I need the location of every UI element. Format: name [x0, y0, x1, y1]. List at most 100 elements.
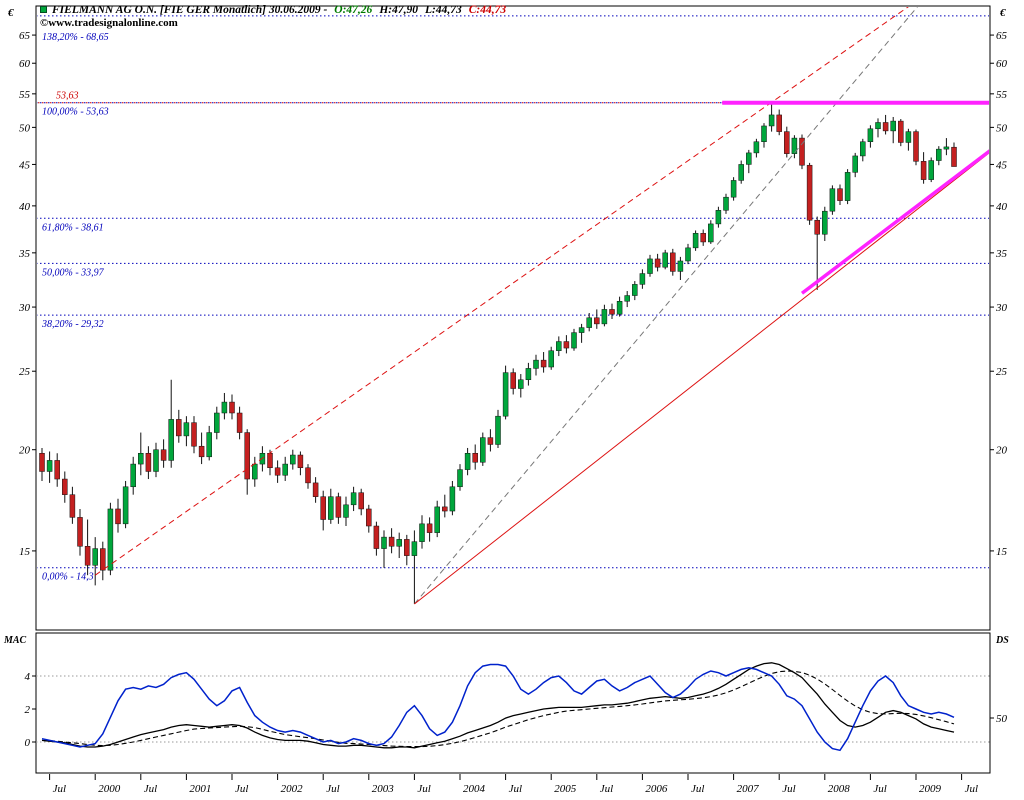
candlestick: [115, 498, 121, 533]
svg-text:2003: 2003: [372, 783, 395, 795]
svg-text:40: 40: [19, 201, 31, 213]
candlestick: [563, 335, 570, 354]
candlestick: [495, 409, 501, 448]
candlestick: [54, 453, 60, 487]
svg-text:2000: 2000: [98, 783, 121, 795]
candlestick: [358, 488, 364, 516]
candlestick: [274, 460, 281, 483]
svg-text:15: 15: [996, 546, 1008, 558]
candlestick: [191, 416, 197, 454]
candlestick: [799, 134, 805, 170]
candlestick: [502, 365, 509, 420]
candlestick: [776, 109, 782, 136]
svg-text:Jul: Jul: [509, 783, 522, 795]
dss-trigger-line: [41, 663, 955, 752]
candlestick: [350, 486, 357, 512]
candlestick: [396, 532, 402, 559]
candlestick: [571, 328, 577, 351]
svg-text:35: 35: [995, 248, 1008, 260]
candlestick: [525, 362, 532, 386]
candlestick: [320, 490, 326, 531]
svg-text:25: 25: [996, 366, 1008, 378]
candlestick: [898, 119, 904, 147]
candlestick: [677, 256, 684, 280]
candlestick: [609, 303, 615, 319]
svg-text:2001: 2001: [189, 783, 211, 795]
candlestick: [426, 517, 433, 542]
candlestick: [784, 126, 790, 158]
candlestick: [312, 477, 319, 503]
svg-text:55: 55: [996, 89, 1008, 101]
candlestick: [875, 118, 881, 138]
candlestick: [206, 425, 212, 461]
candlestick: [130, 456, 136, 495]
svg-text:40: 40: [996, 201, 1008, 213]
candlestick: [107, 502, 114, 576]
candlestick: [951, 142, 957, 167]
candlestick: [282, 456, 288, 481]
candlestick: [616, 296, 623, 317]
svg-text:Jul: Jul: [326, 783, 339, 795]
candlestick: [738, 160, 744, 184]
svg-text:Jul: Jul: [691, 783, 704, 795]
trend-lines: [94, 7, 989, 605]
svg-text:20: 20: [19, 445, 31, 457]
svg-text:Jul: Jul: [235, 783, 248, 795]
candlestick: [457, 464, 463, 491]
svg-text:50,00% - 33,97: 50,00% - 33,97: [42, 267, 105, 278]
candlestick: [548, 346, 554, 370]
macd-panel-label: MAC: [3, 635, 27, 646]
candlestick: [236, 406, 243, 440]
candlestick: [844, 169, 851, 205]
candlestick: [434, 500, 440, 538]
resistance-dashed-red: [94, 7, 909, 576]
svg-text:2008: 2008: [828, 783, 851, 795]
macd-line: [41, 662, 955, 749]
candlestick: [388, 528, 395, 554]
svg-text:4: 4: [25, 671, 31, 683]
candlestick: [624, 291, 630, 308]
candlestick: [198, 432, 205, 465]
ds-panel-label: DS: [995, 635, 1009, 646]
currency-label-right: €: [999, 7, 1006, 19]
candlestick: [366, 504, 372, 533]
candlestick: [153, 442, 159, 478]
candlestick: [837, 184, 843, 205]
candlestick: [746, 149, 752, 174]
candlestick: [176, 409, 182, 443]
svg-text:Jul: Jul: [600, 783, 613, 795]
candlestick: [692, 230, 699, 251]
svg-text:30: 30: [18, 302, 31, 314]
support-magenta: [800, 149, 989, 295]
svg-text:65: 65: [996, 30, 1008, 42]
fib-retracement-lines: [37, 15, 989, 569]
candlestick: [449, 480, 456, 516]
candlestick: [160, 439, 167, 468]
svg-text:Jul: Jul: [144, 783, 157, 795]
support-solid-red: [414, 152, 989, 605]
candlestick: [84, 519, 91, 576]
candlestick: [411, 530, 418, 604]
candlestick: [806, 162, 813, 225]
candlestick: [860, 138, 866, 162]
candlesticks: [39, 102, 957, 604]
candlestick: [761, 123, 767, 148]
svg-text:2005: 2005: [554, 783, 577, 795]
candlestick: [768, 102, 775, 132]
candlestick: [419, 515, 425, 549]
svg-text:2002: 2002: [281, 783, 304, 795]
candlestick: [540, 352, 547, 373]
candlestick: [214, 406, 220, 440]
candlestick: [905, 128, 912, 151]
candlestick: [700, 229, 706, 246]
candlestick: [662, 249, 668, 270]
candlestick: [814, 216, 820, 290]
candlestick: [578, 323, 585, 343]
price-panel: [35, 5, 991, 631]
candlestick: [39, 447, 45, 481]
candlestick: [221, 392, 228, 420]
candlestick: [404, 534, 410, 566]
candlestick: [647, 254, 653, 277]
